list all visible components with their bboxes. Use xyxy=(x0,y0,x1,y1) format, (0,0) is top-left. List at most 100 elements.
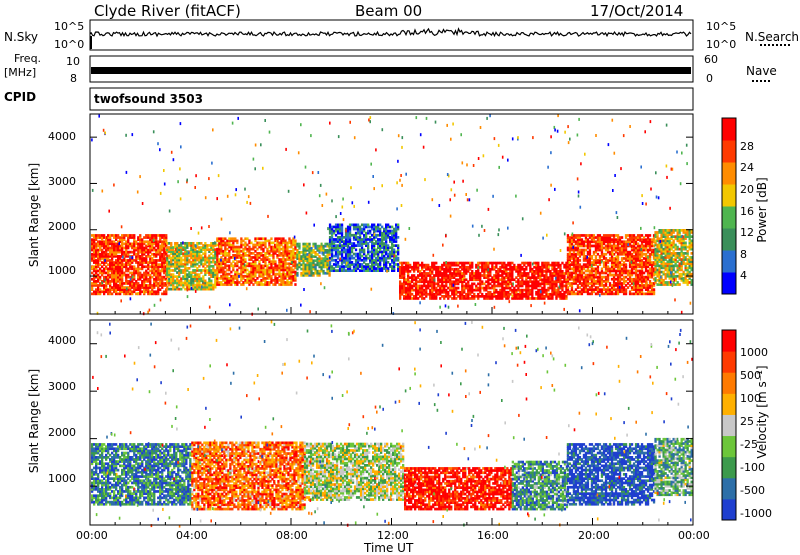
heatmap-cell xyxy=(383,242,385,245)
heatmap-cell xyxy=(228,250,230,253)
heatmap-cell xyxy=(250,262,252,265)
heatmap-cell xyxy=(417,274,419,277)
heatmap-cell xyxy=(395,263,397,266)
heatmap-cell xyxy=(304,264,306,267)
heatmap-cell xyxy=(254,250,256,253)
heatmap-cell xyxy=(639,245,641,248)
heatmap-cell xyxy=(369,230,371,233)
heatmap-cell xyxy=(519,289,521,292)
heatmap-cell xyxy=(379,224,381,227)
heatmap-cell xyxy=(314,251,316,254)
heatmap-cell xyxy=(397,257,399,260)
heatmap-cell xyxy=(471,262,473,265)
heatmap-cell xyxy=(111,240,113,243)
heatmap-cell xyxy=(101,265,103,268)
heatmap-cell xyxy=(361,259,363,262)
heatmap-cell xyxy=(260,237,262,240)
heatmap-cell xyxy=(220,256,222,259)
heatmap-cell xyxy=(200,269,202,272)
heatmap-cell xyxy=(149,270,151,273)
heatmap-cell xyxy=(429,289,431,292)
heatmap-cell xyxy=(371,224,373,227)
heatmap-cell xyxy=(168,255,170,258)
heatmap-cell xyxy=(511,262,513,265)
heatmap-cell xyxy=(473,293,475,296)
heatmap-cell xyxy=(533,266,535,269)
heatmap-cell xyxy=(547,276,549,279)
heatmap-cell xyxy=(607,259,609,262)
heatmap-cell xyxy=(192,242,194,245)
heatmap-cell xyxy=(198,273,200,276)
heatmap-cell xyxy=(107,268,109,271)
heatmap-cell xyxy=(381,232,383,235)
nsky-trace xyxy=(91,29,691,49)
heatmap-cell xyxy=(234,271,236,274)
heatmap-cell xyxy=(145,284,147,287)
heatmap-cell xyxy=(475,295,477,298)
heatmap-cell xyxy=(170,257,172,260)
heatmap-cell xyxy=(427,280,429,283)
heatmap-cell xyxy=(397,263,399,266)
heatmap-cell xyxy=(587,251,589,254)
heatmap-cell xyxy=(226,252,228,255)
heatmap-cell xyxy=(286,279,288,282)
heatmap-cell xyxy=(599,255,601,258)
heatmap-cell xyxy=(593,274,595,277)
heatmap-cell xyxy=(246,244,248,247)
heatmap-cell xyxy=(397,224,399,227)
heatmap-cell xyxy=(266,240,268,243)
heatmap-cell xyxy=(499,289,501,292)
heatmap-cell xyxy=(613,293,615,296)
heatmap-cell xyxy=(280,237,282,240)
heatmap-cell xyxy=(97,270,99,273)
heatmap-cell xyxy=(613,274,615,277)
heatmap-cell xyxy=(465,283,467,286)
heatmap-cell xyxy=(329,249,331,252)
heatmap-cell xyxy=(91,238,93,241)
heatmap-cell xyxy=(579,259,581,262)
heatmap-cell xyxy=(629,270,631,273)
heatmap-cell xyxy=(288,281,290,284)
heatmap-cell xyxy=(256,252,258,255)
heatmap-cell xyxy=(585,263,587,266)
heatmap-cell xyxy=(577,274,579,277)
heatmap-cell xyxy=(137,261,139,264)
heatmap-cell xyxy=(290,250,292,253)
heatmap-cell xyxy=(569,282,571,285)
heatmap-cell xyxy=(443,262,445,265)
heatmap-cell xyxy=(451,297,453,300)
heatmap-cell xyxy=(232,254,234,257)
heatmap-cell xyxy=(399,266,401,269)
heatmap-cell xyxy=(250,242,252,245)
heatmap-cell xyxy=(365,224,367,227)
heatmap-cell xyxy=(605,245,607,248)
heatmap-cell xyxy=(419,264,421,267)
heatmap-cell xyxy=(559,264,561,267)
heatmap-cell xyxy=(335,224,337,227)
heatmap-cell xyxy=(573,290,575,293)
heatmap-cell xyxy=(469,297,471,300)
heatmap-cell xyxy=(387,224,389,227)
heatmap-cell xyxy=(395,251,397,254)
heatmap-cell xyxy=(403,262,405,265)
heatmap-cell xyxy=(333,255,335,258)
heatmap-cell xyxy=(417,285,419,288)
heatmap-cell xyxy=(369,265,371,268)
heatmap-cell xyxy=(329,261,331,264)
heatmap-cell xyxy=(441,264,443,267)
heatmap-cell xyxy=(329,257,331,260)
heatmap-cell xyxy=(97,274,99,277)
heatmap-cell xyxy=(161,240,163,243)
heatmap-cell xyxy=(645,276,647,279)
heatmap-cell xyxy=(413,262,415,265)
heatmap-cell xyxy=(188,267,190,270)
heatmap-cell xyxy=(163,282,165,285)
heatmap-cell xyxy=(611,234,613,237)
heatmap-cell xyxy=(615,245,617,248)
heatmap-cell xyxy=(389,236,391,239)
heatmap-cell xyxy=(230,275,232,278)
heatmap-cell xyxy=(647,284,649,287)
heatmap-cell xyxy=(127,280,129,283)
heatmap-cell xyxy=(270,242,272,245)
